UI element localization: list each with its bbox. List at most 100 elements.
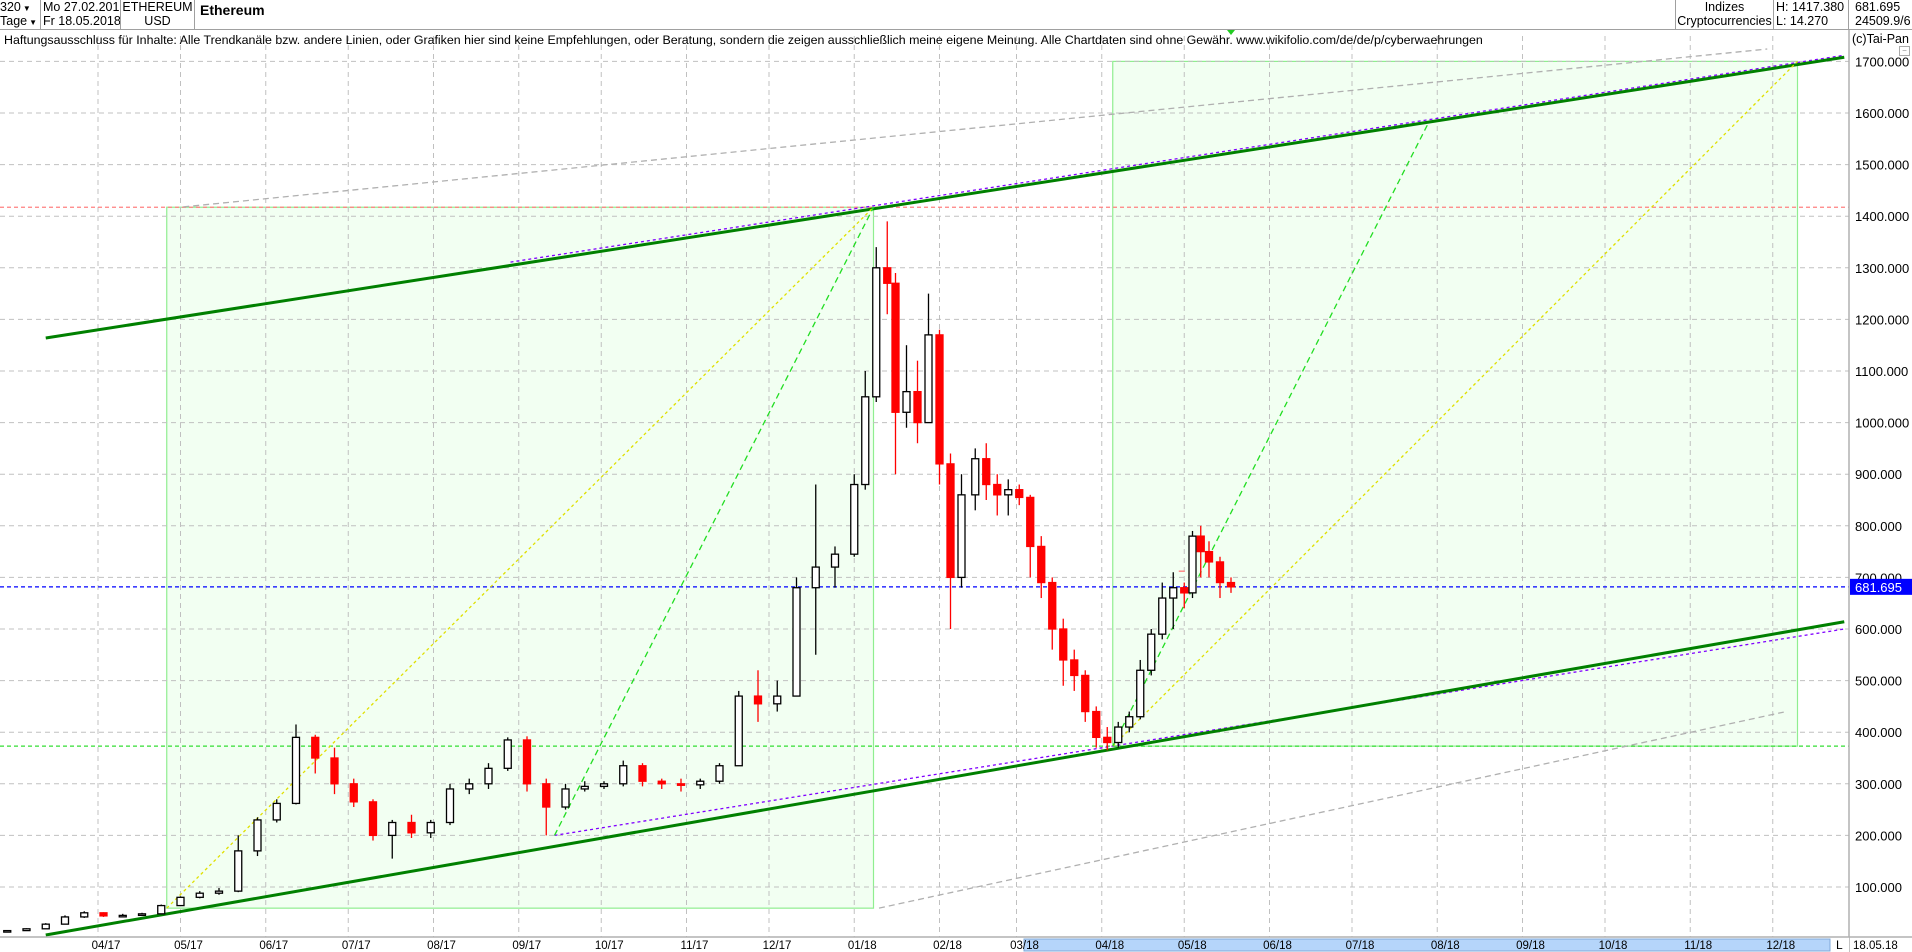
candle-body [1158, 597, 1167, 635]
candle-up [234, 835, 243, 893]
chart-header: 320 ▼ Tage ▼ Mo 27.02.2017 Fr 18.05.2018 E… [0, 0, 1912, 30]
date-range[interactable]: Mo 27.02.2017 Fr 18.05.2018 [41, 0, 121, 29]
candle-up [465, 778, 474, 795]
candle-body [522, 739, 532, 785]
candle-down [1196, 525, 1205, 578]
trend-channel-line [45, 620, 1845, 937]
candle-body [1196, 535, 1205, 553]
candle-body [311, 736, 320, 759]
candle-up [1136, 659, 1145, 720]
symbol-cell: ETHEREUM USD [121, 0, 195, 29]
candle-up [872, 247, 881, 402]
candle-body [913, 390, 922, 424]
bars-period-selector[interactable]: 320 ▼ Tage ▼ [0, 0, 41, 29]
candle-down [522, 736, 532, 792]
candle-body [99, 912, 108, 917]
candle-down [753, 670, 763, 722]
time-tick-label: 02/18 [933, 940, 962, 952]
candle-up [561, 783, 570, 810]
candle-up [715, 763, 724, 784]
candle-body [1136, 669, 1145, 718]
time-tick-label: 05/18 [1178, 940, 1207, 952]
candle-up [3, 929, 12, 933]
price-tick-label: 900.000 [1855, 467, 1902, 482]
candle-body [696, 780, 705, 786]
candle-down [676, 778, 686, 792]
candle-up [599, 781, 609, 789]
candle-up [272, 799, 281, 823]
price-tick-label: 1400.000 [1855, 209, 1909, 224]
candle-body [195, 892, 204, 898]
candle-up [22, 928, 31, 932]
candle-up [214, 888, 224, 895]
price-tick-label: 1700.000 [1855, 54, 1909, 69]
candle-body [80, 912, 89, 918]
candle-body [957, 494, 966, 579]
candle-down [982, 443, 991, 500]
candle-up [902, 345, 911, 428]
candle-body [1114, 726, 1123, 744]
period-dropdown[interactable]: Tage ▼ [0, 14, 40, 28]
candle-down [1081, 670, 1090, 722]
trend-line [183, 48, 1768, 208]
minimize-icon[interactable]: − [1899, 46, 1910, 56]
candle-body [773, 695, 782, 705]
chevron-down-icon[interactable]: ▼ [29, 18, 38, 27]
time-tick-label: 08/17 [427, 940, 456, 952]
candle-up [580, 781, 589, 792]
candle-body [349, 783, 358, 803]
candle-body [715, 765, 724, 782]
copyright-label: (c)Tai-Pan [1852, 32, 1909, 46]
last-price-label: 681.695 [1855, 580, 1902, 595]
candle-body [253, 819, 262, 852]
candle-up [861, 371, 870, 490]
price-tick-label: 600.000 [1855, 622, 1902, 637]
volume-value: 24509.9/6 [1855, 14, 1911, 28]
candle-body [861, 396, 870, 486]
last-cell: 681.695 24509.9/6 [1849, 0, 1912, 29]
trend-line [553, 206, 875, 836]
disclaimer-text: Haftungsausschluss für Inhalte: Alle Tre… [4, 33, 1483, 47]
candle-down [407, 814, 416, 838]
candle-body [503, 739, 512, 769]
candle-down [1059, 618, 1068, 686]
candle-up [253, 817, 262, 857]
trend-line [554, 628, 1845, 837]
trend-line [166, 206, 874, 909]
price-tick-label: 1300.000 [1855, 261, 1909, 276]
candle-body [368, 801, 378, 837]
candle-up [426, 819, 435, 838]
price-tick-label: 1000.000 [1855, 416, 1909, 431]
candle-down [1037, 536, 1046, 599]
high-low-cell: H: 1417.380 L: 14.270 [1774, 0, 1849, 29]
candle-up [1158, 582, 1167, 640]
candle-body [599, 783, 609, 788]
candle-body [291, 736, 301, 805]
trend-channel-line [45, 55, 1845, 340]
candle-up [811, 484, 820, 655]
time-tick-label: 11/18 [1684, 940, 1712, 952]
candle-down [1215, 556, 1225, 599]
candle-up [830, 546, 840, 588]
candle-body [580, 785, 589, 790]
price-tick-label: 1600.000 [1855, 106, 1909, 121]
end-date-label: 18.05.18 [1853, 940, 1898, 952]
candle-up [484, 763, 493, 789]
candle-up [1169, 572, 1178, 629]
chevron-down-icon[interactable]: ▼ [22, 4, 31, 13]
candle-body [872, 267, 881, 398]
candle-body [924, 334, 933, 424]
date-from[interactable]: Mo 27.02.2017 [43, 0, 120, 14]
bars-count-dropdown[interactable]: 320 ▼ [0, 0, 40, 14]
candle-body [971, 458, 980, 496]
candle-body [1125, 716, 1134, 728]
candle-body [619, 765, 628, 785]
candle-down [542, 778, 551, 836]
candle-body [1048, 581, 1057, 630]
candle-body [3, 929, 12, 933]
date-to[interactable]: Fr 18.05.2018 [43, 14, 120, 28]
time-scrollbar-thumb[interactable] [1023, 938, 1831, 952]
candle-body [946, 463, 955, 579]
candle-down [1092, 706, 1101, 748]
